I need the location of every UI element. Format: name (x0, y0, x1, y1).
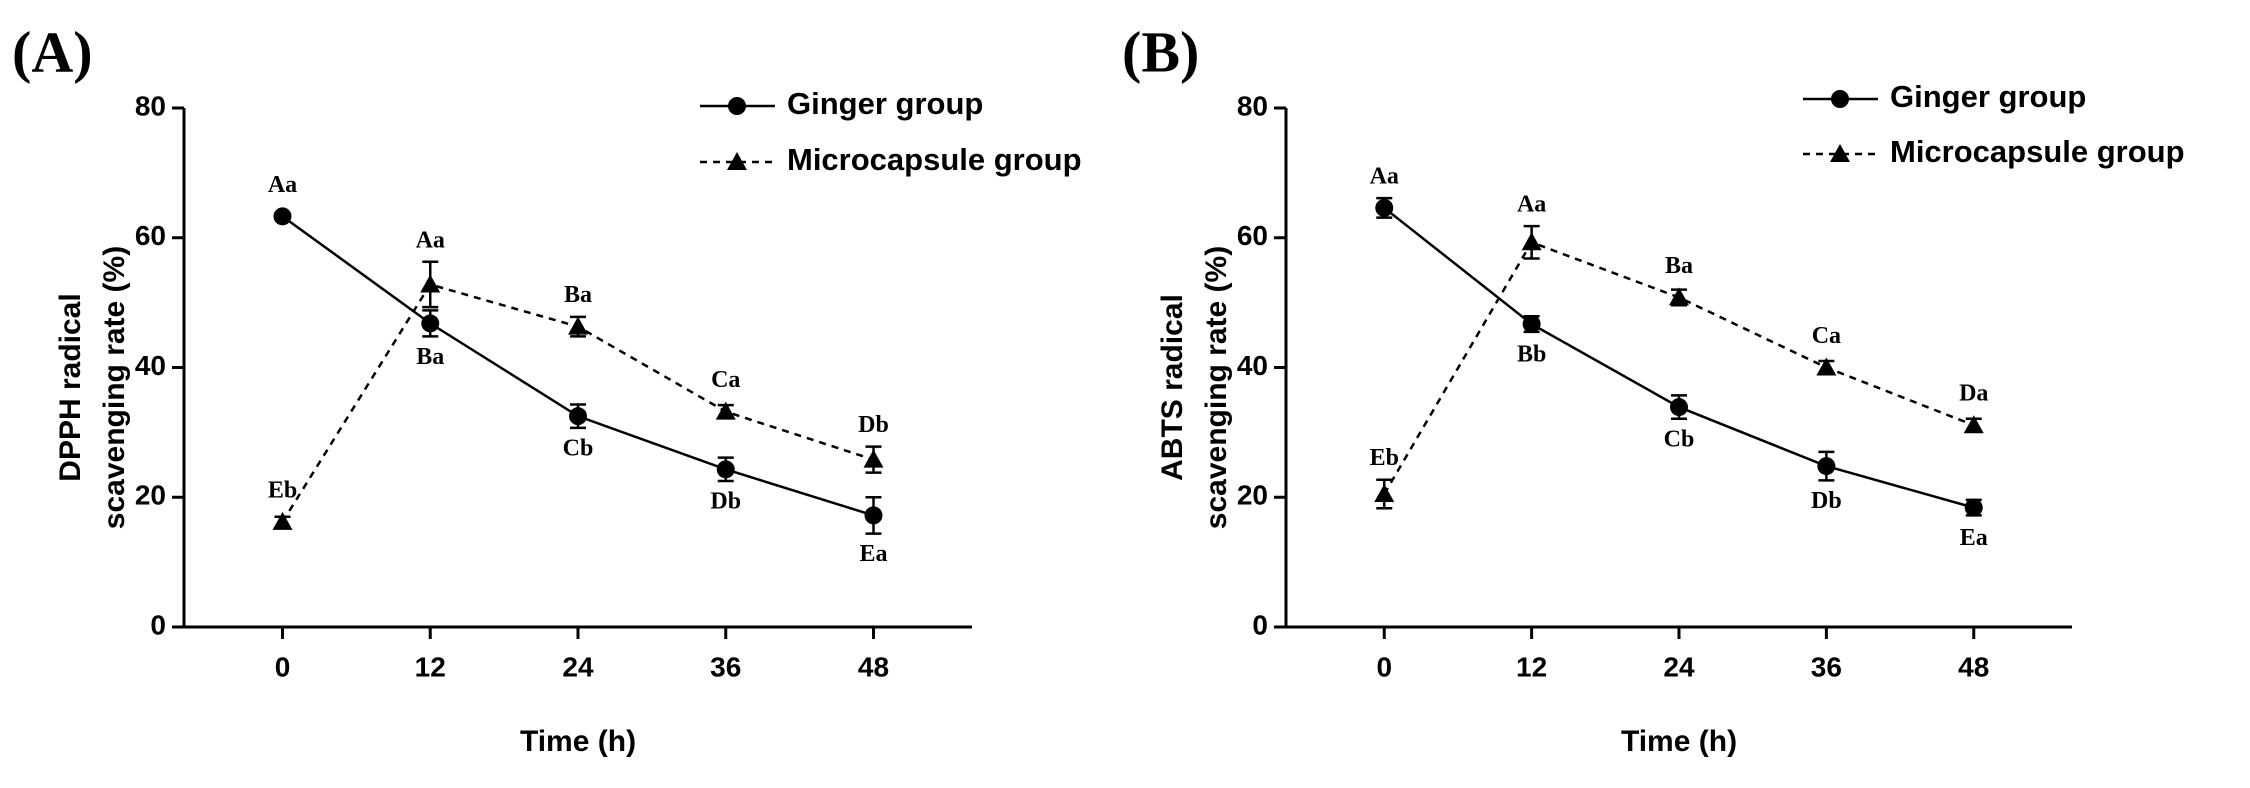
annotation: Ea (1960, 525, 1988, 551)
x-axis-label: Time (h) (520, 725, 636, 758)
annotation: Ea (859, 541, 887, 567)
x-tick-label: 12 (1516, 651, 1547, 682)
marker (1669, 287, 1689, 306)
x-tick-label: 36 (1811, 651, 1842, 682)
annotation: Aa (416, 227, 445, 253)
x-tick-label: 48 (858, 651, 889, 682)
y-tick-label: 60 (135, 220, 166, 251)
x-tick-label: 24 (1663, 651, 1695, 682)
marker (272, 511, 293, 530)
annotation: Ba (416, 344, 444, 370)
y-tick-label: 60 (1237, 220, 1268, 251)
marker (1831, 90, 1849, 108)
annotation: Aa (1370, 163, 1399, 189)
series: Aa Bb Cb Db Ea (1370, 163, 1988, 551)
annotation: Aa (1517, 192, 1546, 218)
series: Eb Aa Ba Ca Db (268, 227, 889, 530)
marker (421, 314, 440, 333)
x-tick-label: 48 (1958, 651, 1989, 682)
annotation: Ca (1812, 323, 1841, 349)
annotation: Ca (711, 367, 740, 393)
series-line (281, 215, 874, 517)
marker (569, 407, 587, 426)
marker (1670, 398, 1688, 417)
y-tick-label: 80 (1237, 90, 1268, 121)
y-axis-label: scavenging rate (%) (98, 246, 131, 529)
x-tick-label: 0 (275, 651, 291, 682)
y-axis-label: scavenging rate (%) (1200, 246, 1233, 529)
marker (1522, 315, 1541, 334)
x-tick-label: 24 (562, 651, 594, 682)
annotation: Ba (1665, 253, 1693, 279)
marker (1830, 144, 1850, 162)
y-tick-label: 20 (135, 480, 166, 511)
marker (420, 274, 441, 293)
legend-label: Microcapsule group (1890, 134, 2185, 169)
y-axis-label: DPPH radical (54, 293, 87, 481)
annotation: Da (1959, 381, 1988, 407)
marker (715, 401, 736, 420)
y-tick-label: 0 (1252, 609, 1268, 640)
annotation: Cb (563, 435, 594, 461)
annotation: Cb (1664, 426, 1695, 452)
marker (568, 316, 588, 335)
marker (727, 152, 747, 170)
panel-label: (A) (12, 19, 93, 84)
annotation: Ba (564, 282, 592, 308)
marker (864, 506, 883, 525)
x-tick-label: 36 (710, 651, 741, 682)
y-tick-label: 80 (135, 90, 166, 121)
y-tick-label: 0 (150, 609, 166, 640)
panel-label: (B) (1122, 19, 1199, 84)
marker (716, 460, 735, 479)
series: Aa Ba Cb Db Ea (268, 172, 888, 567)
legend-label: Microcapsule group (787, 142, 1082, 177)
y-tick-label: 40 (135, 350, 166, 381)
annotation: Eb (1370, 445, 1399, 471)
marker (728, 97, 746, 115)
y-axis-label: ABTS radical (1156, 294, 1189, 481)
marker (1817, 457, 1836, 476)
annotation: Db (710, 489, 741, 515)
series-line (1383, 240, 1975, 495)
x-tick-label: 12 (415, 651, 446, 682)
marker (273, 207, 292, 226)
legend-label: Ginger group (1890, 79, 2086, 114)
marker (1816, 357, 1837, 376)
marker (1374, 484, 1395, 503)
marker (1521, 232, 1542, 251)
y-tick-label: 40 (1237, 350, 1268, 381)
marker (1375, 198, 1394, 217)
x-axis-label: Time (h) (1621, 725, 1737, 758)
annotation: Db (1811, 488, 1842, 514)
annotation: Bb (1517, 342, 1546, 368)
legend-label: Ginger group (787, 86, 983, 121)
marker (863, 449, 884, 468)
series: Eb Aa Ba Ca Da (1370, 192, 1988, 510)
marker (1963, 415, 1984, 434)
x-tick-label: 0 (1376, 651, 1392, 682)
annotation: Db (858, 412, 889, 438)
y-tick-label: 20 (1237, 480, 1268, 511)
annotation: Aa (268, 172, 297, 198)
annotation: Eb (268, 477, 297, 503)
marker (1964, 498, 1983, 517)
